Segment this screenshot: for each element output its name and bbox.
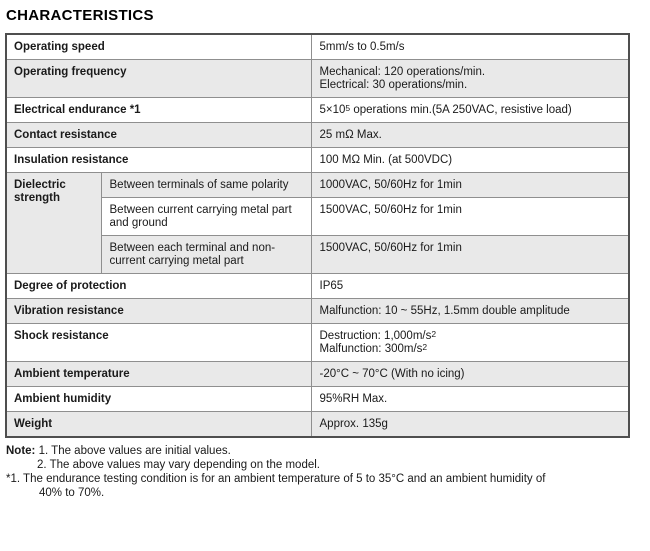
- superscript: 2: [422, 342, 428, 352]
- row-label: Degree of protection: [5, 273, 312, 299]
- characteristics-table-body: Operating speed 5mm/s to 0.5m/s Operating …: [5, 33, 630, 438]
- datasheet-page: CHARACTERISTICS Operating speed 5mm/s to …: [5, 7, 645, 500]
- row-label: Contact resistance: [5, 122, 312, 148]
- table-row: Operating speed 5mm/s to 0.5m/s: [5, 33, 630, 60]
- row-label: Weight: [5, 411, 312, 438]
- row-sublabel: Between each terminal and non-current ca…: [100, 235, 312, 274]
- row-value: 25 mΩ Max.: [310, 122, 630, 148]
- table-row: Ambient humidity 95%RH Max.: [5, 386, 630, 412]
- row-value: Malfunction: 10 ~ 55Hz, 1.5mm double amp…: [310, 298, 630, 324]
- row-label: Operating speed: [5, 33, 312, 60]
- superscript: 2: [431, 329, 437, 339]
- table-row: Insulation resistance 100 MΩ Min. (at 500…: [5, 147, 630, 173]
- note-line: *1. The endurance testing condition is f…: [6, 473, 546, 485]
- table-row: Vibration resistance Malfunction: 10 ~ 55…: [5, 298, 630, 324]
- row-value: 100 MΩ Min. (at 500VDC): [310, 147, 630, 173]
- row-sublabel: Between terminals of same polarity: [100, 172, 312, 198]
- group-label: Dielectric strength: [5, 172, 102, 274]
- row-value: IP65: [310, 273, 630, 299]
- row-label: Insulation resistance: [5, 147, 312, 173]
- superscript: 5: [345, 103, 351, 113]
- notes: Note: 1. The above values are initial va…: [5, 444, 645, 500]
- table-row: Operating frequency Mechanical: 120 opera…: [5, 59, 630, 98]
- row-value: 1000VAC, 50/60Hz for 1min: [310, 172, 630, 198]
- row-label: Shock resistance: [5, 323, 312, 362]
- table-row: Degree of protection IP65: [5, 273, 630, 299]
- row-label: Ambient temperature: [5, 361, 312, 387]
- row-label: Vibration resistance: [5, 298, 312, 324]
- table-row: Shock resistance Destruction: 1,000m/s2 Ma…: [5, 323, 630, 362]
- row-value: 5×105 operations min.(5A 250VAC, resisti…: [310, 97, 630, 123]
- characteristics-table: Operating speed 5mm/s to 0.5m/s Operating …: [5, 33, 630, 438]
- table-row: Electrical endurance *1 5×105 operations …: [5, 97, 630, 123]
- section-title: CHARACTERISTICS: [6, 7, 154, 24]
- row-label: Electrical endurance *1: [5, 97, 312, 123]
- table-row: Dielectric strength Between terminals of …: [5, 172, 630, 274]
- row-value: Approx. 135g: [310, 411, 630, 438]
- note-line: 40% to 70%.: [39, 487, 105, 499]
- table-row: Weight Approx. 135g: [5, 411, 630, 438]
- note-label: Note:: [6, 445, 36, 457]
- note-line: 2. The above values may vary depending o…: [37, 459, 320, 471]
- row-value: 1500VAC, 50/60Hz for 1min: [310, 197, 630, 236]
- row-value: -20°C ~ 70°C (With no icing): [310, 361, 630, 387]
- row-sublabel: Between current carrying metal part and …: [100, 197, 312, 236]
- row-value: Mechanical: 120 operations/min. Electrica…: [310, 59, 630, 98]
- row-value: 1500VAC, 50/60Hz for 1min: [310, 235, 630, 274]
- table-row: Between each terminal and non-current ca…: [6, 235, 630, 274]
- row-value: 5mm/s to 0.5m/s: [310, 33, 630, 60]
- table-row: Contact resistance 25 mΩ Max.: [5, 122, 630, 148]
- row-label: Ambient humidity: [5, 386, 312, 412]
- table-row: Ambient temperature -20°C ~ 70°C (With no…: [5, 361, 630, 387]
- row-value: 95%RH Max.: [310, 386, 630, 412]
- table-row: Between current carrying metal part and …: [6, 197, 630, 236]
- note-line: Note: 1. The above values are initial va…: [6, 445, 231, 457]
- row-value: Destruction: 1,000m/s2 Malfunction: 300m/…: [310, 323, 630, 362]
- row-label: Operating frequency: [5, 59, 312, 98]
